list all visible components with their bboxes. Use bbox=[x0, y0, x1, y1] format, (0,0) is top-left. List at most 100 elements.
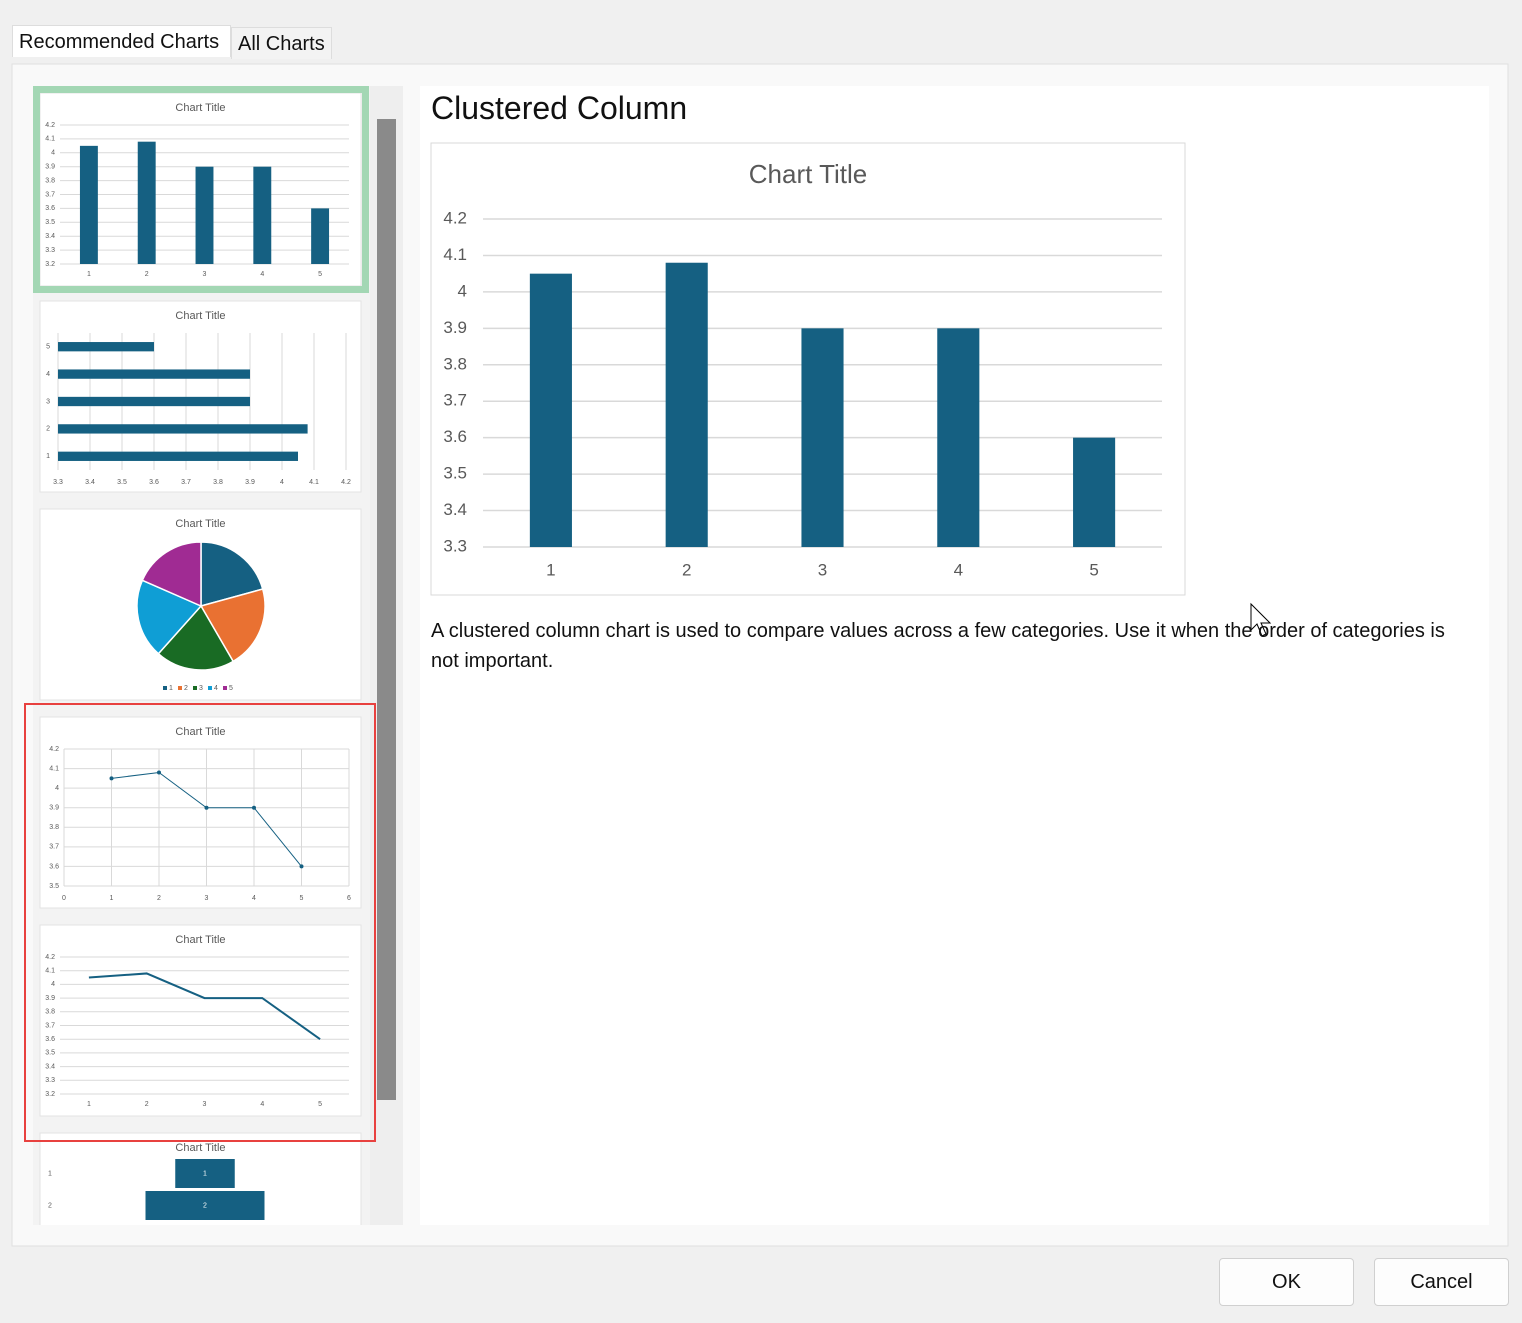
pie-slice bbox=[141, 541, 202, 608]
y-tick-label: 3.8 bbox=[443, 354, 467, 373]
chart-title: Chart Title bbox=[175, 518, 225, 530]
y-tick-label: 4.1 bbox=[45, 968, 55, 975]
y-tick-label: 4.1 bbox=[49, 765, 59, 772]
x-tick-label: 3.8 bbox=[213, 479, 223, 486]
y-tick-label: 4.1 bbox=[443, 245, 467, 264]
y-tick-label: 2 bbox=[48, 1202, 52, 1209]
data-label: 1 bbox=[203, 1170, 207, 1177]
x-tick-label: 3.6 bbox=[149, 479, 159, 486]
bar bbox=[801, 328, 844, 547]
y-tick-label: 5 bbox=[46, 344, 50, 351]
chart-thumbnail[interactable]: Chart Title 3.2 3.3 3.4 3.5 3.6 3.7 3.8 3.9 4 4.1 4… bbox=[39, 92, 362, 287]
bar bbox=[79, 145, 98, 264]
y-tick-label: 4 bbox=[458, 281, 467, 300]
y-tick-label: 3.7 bbox=[443, 391, 467, 410]
y-tick-label: 3.9 bbox=[443, 318, 467, 337]
chart-type-heading: Clustered Column bbox=[431, 90, 688, 126]
y-tick-label: 4.2 bbox=[45, 954, 55, 961]
selected-outline bbox=[33, 86, 369, 293]
legend-swatch bbox=[163, 686, 167, 690]
bar bbox=[1073, 437, 1116, 547]
scrollbar-thumb[interactable] bbox=[377, 119, 396, 1100]
x-tick-label: 3.3 bbox=[53, 479, 63, 486]
cancel-button[interactable]: Cancel bbox=[1374, 1258, 1509, 1306]
thumbnails: Chart Title 3.2 3.3 3.4 3.5 3.6 3.7 3.8 3.9 4 4.1 4… bbox=[39, 92, 362, 1323]
y-tick-label: 3.4 bbox=[45, 233, 55, 240]
chart-title: Chart Title bbox=[175, 310, 225, 322]
bar bbox=[58, 451, 298, 461]
y-tick-label: 3.8 bbox=[45, 1009, 55, 1016]
x-tick-label: 2 bbox=[157, 895, 161, 902]
chart-title: Chart Title bbox=[175, 934, 225, 946]
x-tick-label: 5 bbox=[318, 271, 322, 278]
chart-thumbnail[interactable]: Chart Title 1 1 2 2 bbox=[39, 1132, 362, 1323]
point bbox=[204, 805, 209, 810]
y-tick-label: 3.8 bbox=[45, 177, 55, 184]
y-tick-label: 4.2 bbox=[443, 208, 467, 227]
y-tick-label: 4 bbox=[55, 785, 59, 792]
x-tick-label: 4 bbox=[280, 479, 284, 486]
x-tick-label: 2 bbox=[145, 271, 149, 278]
y-tick-label: 3.6 bbox=[45, 205, 55, 212]
tab[interactable]: Recommended Charts bbox=[12, 25, 231, 57]
chart-title: Chart Title bbox=[749, 159, 868, 189]
x-tick-label: 5 bbox=[1089, 560, 1098, 579]
highlight-box bbox=[24, 703, 376, 1142]
y-tick-label: 3.8 bbox=[49, 824, 59, 831]
y-tick-label: 3.2 bbox=[45, 1091, 55, 1098]
y-tick-label: 1 bbox=[48, 1170, 52, 1177]
y-tick-label: 2 bbox=[46, 426, 50, 433]
funnel-bar bbox=[175, 1159, 235, 1188]
tab[interactable]: All Charts bbox=[231, 27, 332, 59]
legend-label: 5 bbox=[229, 685, 233, 692]
x-tick-label: 3.9 bbox=[245, 479, 255, 486]
y-tick-label: 3.9 bbox=[45, 995, 55, 1002]
y-tick-label: 3.6 bbox=[45, 1036, 55, 1043]
bar bbox=[937, 328, 980, 547]
x-tick-label: 2 bbox=[682, 560, 691, 579]
chart-thumbnail[interactable]: Chart Title 3.5 3.6 3.7 3.8 3.9 4 4.1 4.2 0 1 2 3 4 5 6 bbox=[39, 716, 362, 909]
bar bbox=[665, 262, 708, 547]
y-tick-label: 4.1 bbox=[45, 136, 55, 143]
y-tick-label: 3.2 bbox=[45, 261, 55, 268]
legend-label: 1 bbox=[169, 685, 173, 692]
point bbox=[252, 805, 256, 810]
bar bbox=[529, 273, 572, 547]
x-tick-label: 4 bbox=[252, 895, 256, 902]
bar bbox=[58, 342, 154, 352]
x-tick-label: 3 bbox=[205, 895, 209, 902]
ok-button[interactable]: OK bbox=[1219, 1258, 1354, 1306]
x-tick-label: 1 bbox=[110, 895, 114, 902]
legend-swatch bbox=[223, 686, 227, 690]
x-tick-label: 3 bbox=[203, 271, 207, 278]
chart-thumbnail[interactable]: Chart Title 3.2 3.3 3.4 3.5 3.6 3.7 3.8 3.9 4 4.1 4… bbox=[39, 924, 362, 1117]
y-tick-label: 3.9 bbox=[49, 805, 59, 812]
y-tick-label: 4.2 bbox=[45, 122, 55, 129]
funnel-bar bbox=[145, 1191, 265, 1220]
thumbnail-frame bbox=[39, 924, 362, 1117]
x-tick-label: 5 bbox=[318, 1101, 322, 1108]
x-tick-label: 1 bbox=[87, 1101, 91, 1108]
chart-title: Chart Title bbox=[175, 726, 225, 738]
x-tick-label: 3.4 bbox=[85, 479, 95, 486]
y-tick-label: 3.5 bbox=[443, 464, 467, 483]
y-tick-label: 3.3 bbox=[45, 1077, 55, 1084]
chart-thumbnail[interactable]: Chart Title 3.3 3.4 3.5 3.6 3.7 3.8 3.9 4 4.1 4.2 1… bbox=[39, 300, 362, 493]
y-tick-label: 3.6 bbox=[49, 863, 59, 870]
pie-slice bbox=[136, 579, 203, 655]
y-tick-label: 4.2 bbox=[49, 746, 59, 753]
x-tick-label: 4.1 bbox=[309, 479, 319, 486]
x-tick-label: 1 bbox=[546, 560, 555, 579]
chart-thumbnail[interactable]: Chart Title 1 2 3 4 5 bbox=[39, 508, 362, 701]
y-tick-label: 3.7 bbox=[45, 1022, 55, 1029]
x-tick-label: 2 bbox=[145, 1101, 149, 1108]
bar bbox=[311, 208, 330, 264]
y-tick-label: 3.5 bbox=[45, 1050, 55, 1057]
chart-description: A clustered column chart is used to comp… bbox=[431, 620, 1445, 672]
mouse-cursor bbox=[1250, 602, 1272, 637]
legend-swatch bbox=[193, 686, 197, 690]
bar bbox=[58, 369, 250, 379]
x-tick-label: 6 bbox=[347, 895, 351, 902]
y-tick-label: 3.3 bbox=[443, 536, 467, 555]
x-tick-label: 3.5 bbox=[117, 479, 127, 486]
